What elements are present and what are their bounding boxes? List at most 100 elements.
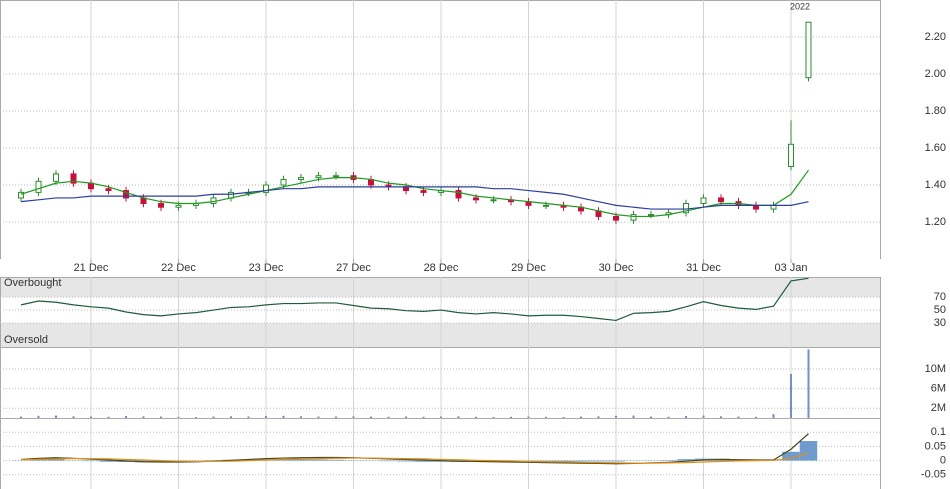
volume-bar xyxy=(55,415,57,418)
y-tick-label: 2.00 xyxy=(925,68,946,80)
x-tick-label: 30 Dec xyxy=(599,262,634,274)
histogram-bar xyxy=(677,459,695,461)
candle-body xyxy=(683,203,689,214)
y-tick-label: 70 xyxy=(934,291,946,303)
y-tick-label: 6M xyxy=(931,383,946,395)
volume-bar xyxy=(457,416,460,418)
candle-body xyxy=(700,197,707,204)
x-tick-label: 31 Dec xyxy=(686,262,721,274)
y-tick-label: 1.40 xyxy=(925,179,946,191)
histogram-bar xyxy=(607,460,625,462)
histogram-bar xyxy=(414,460,433,462)
y-tick-label: 50 xyxy=(934,304,946,316)
volume-bar xyxy=(562,417,565,418)
histogram-bar xyxy=(292,459,310,461)
oversold-label: Oversold xyxy=(4,334,48,346)
series-line xyxy=(20,452,809,464)
candle-body xyxy=(333,175,339,178)
volume-bar xyxy=(492,417,495,418)
series-line xyxy=(20,433,809,465)
volume-bar xyxy=(580,416,582,418)
candle-body xyxy=(123,190,129,199)
volume-bar xyxy=(317,416,320,418)
volume-bar xyxy=(667,416,670,418)
candle-body xyxy=(543,204,549,207)
histogram-bar xyxy=(537,460,555,462)
volume-bar xyxy=(772,414,775,418)
volume-bar xyxy=(90,416,92,418)
candle-body xyxy=(473,197,479,201)
y-tick-label: 10M xyxy=(925,363,946,375)
volume-bar xyxy=(195,417,197,418)
x-tick-label: 23 Dec xyxy=(249,262,284,274)
volume-bar xyxy=(247,416,250,418)
y-tick-label: 0 xyxy=(940,455,946,467)
volume-bar xyxy=(160,416,162,418)
x-tick-label: 28 Dec xyxy=(424,262,459,274)
volume-bar xyxy=(387,416,390,418)
volume-bar xyxy=(702,415,705,418)
candle-body xyxy=(105,188,112,192)
candle-body xyxy=(175,204,182,208)
volume-bar xyxy=(685,416,687,418)
candle-body xyxy=(630,214,637,221)
date-band xyxy=(0,259,881,277)
y-tick-label: 2.20 xyxy=(925,31,946,43)
histogram-bar xyxy=(659,460,678,461)
volume-bar xyxy=(265,416,267,418)
volume-bar xyxy=(370,416,372,418)
volume-bar xyxy=(475,416,477,418)
candle-body xyxy=(788,143,794,168)
overbought-label: Overbought xyxy=(4,277,61,289)
volume-bar xyxy=(107,416,110,418)
candle-body xyxy=(53,173,59,182)
candle-body xyxy=(455,190,462,199)
volume-bar xyxy=(212,416,215,418)
volume-bar xyxy=(20,416,22,418)
volume-bar xyxy=(282,415,285,418)
candle-body xyxy=(35,180,42,193)
x-tick-label: 29 Dec xyxy=(511,262,546,274)
y-tick-label: 2M xyxy=(931,402,946,414)
candle-body xyxy=(18,191,24,199)
volume-bar xyxy=(440,416,442,418)
y-tick-label: 1.60 xyxy=(925,142,946,154)
volume-bar xyxy=(650,416,652,418)
y-tick-label: 1.80 xyxy=(925,105,946,117)
x-tick-label: 22 Dec xyxy=(161,262,196,274)
y-tick-label: 1.20 xyxy=(925,216,946,228)
volume-bar xyxy=(335,416,337,418)
candle-body xyxy=(298,177,304,180)
candle-body xyxy=(70,173,77,184)
y-tick-label: 30 xyxy=(934,317,946,329)
y-tick-label: 0.1 xyxy=(931,426,946,438)
volume-bar xyxy=(720,416,722,418)
x-tick-label: 03 Jan xyxy=(774,262,807,274)
candle-body xyxy=(158,203,164,208)
histogram-bar xyxy=(152,460,170,463)
volume-bar xyxy=(300,416,302,418)
volume-bar xyxy=(790,373,792,418)
volume-bar xyxy=(545,416,547,418)
candle-body xyxy=(718,197,724,203)
volume-bar xyxy=(352,416,355,418)
volume-bar xyxy=(597,416,600,418)
candle-body xyxy=(315,175,322,179)
volume-bar xyxy=(125,416,127,418)
volume-bar xyxy=(142,416,145,418)
histogram-bar xyxy=(799,441,818,461)
histogram-bar xyxy=(589,460,608,462)
volume-bar xyxy=(737,416,740,418)
histogram-bar xyxy=(554,460,573,462)
histogram-bar xyxy=(82,460,100,462)
volume-bar xyxy=(177,416,180,418)
volume-bar xyxy=(72,416,75,418)
volume-bar xyxy=(807,349,810,418)
y-tick-label: -0.05 xyxy=(921,469,946,481)
histogram-bar xyxy=(397,460,415,462)
year-label: 2022 xyxy=(790,1,810,11)
volume-bar xyxy=(632,415,635,418)
volume-bar xyxy=(755,416,757,418)
histogram-bar xyxy=(572,460,590,462)
